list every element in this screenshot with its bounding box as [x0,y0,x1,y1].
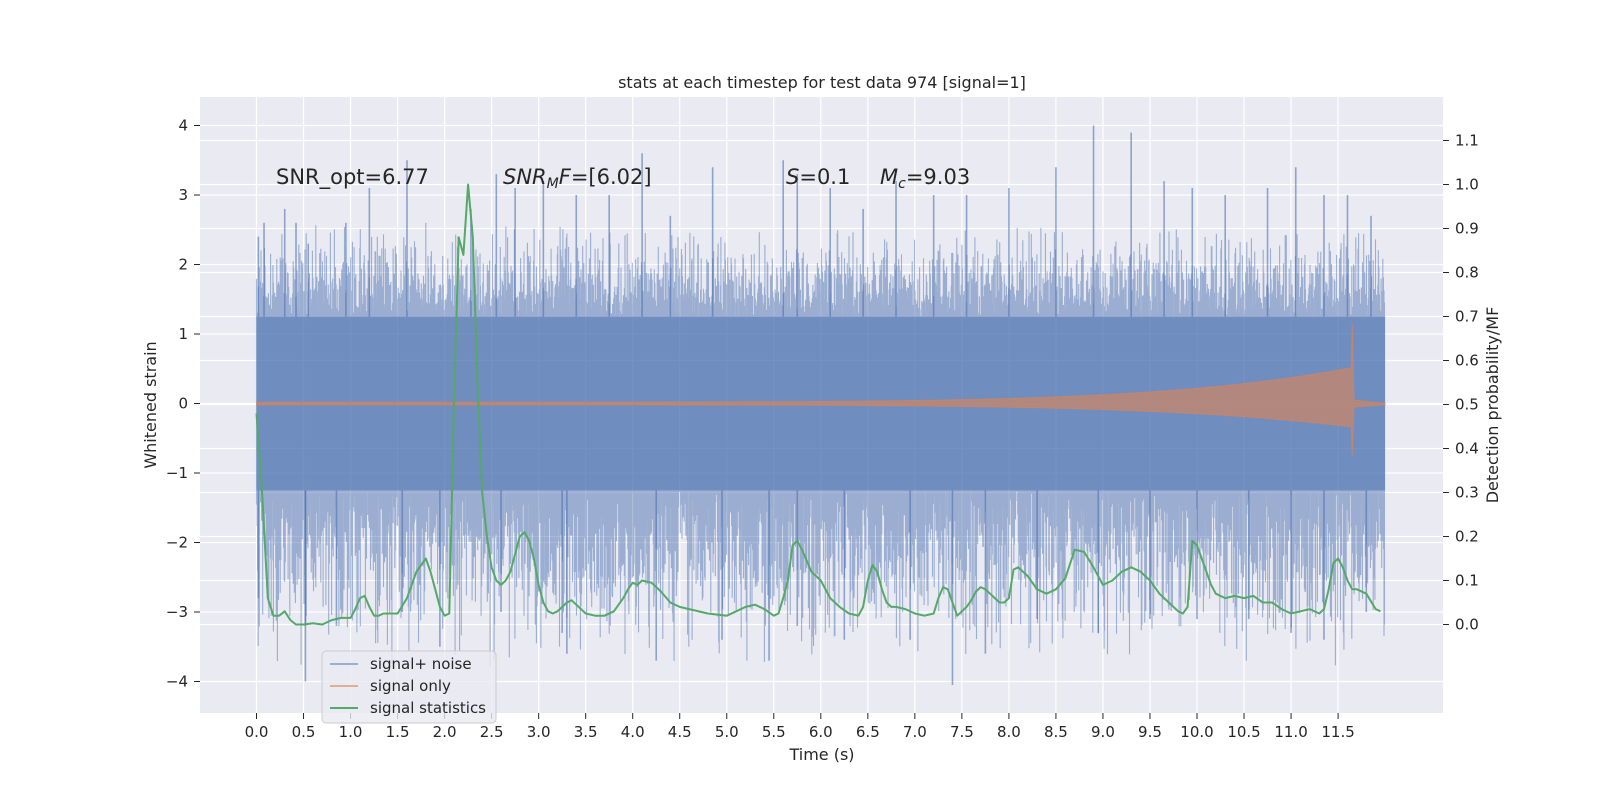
x-tick-label: 7.0 [903,723,927,741]
y-right-tick-label: 0.6 [1455,352,1479,370]
y-right-tick-label: 0.3 [1455,484,1479,502]
x-tick-label: 0.5 [292,723,316,741]
x-tick-label: 1.0 [339,723,363,741]
x-tick-label: 10.0 [1180,723,1213,741]
y-left-tick-label: 1 [178,325,188,343]
y-right-tick-label: 1.0 [1455,176,1479,194]
y-right-tick-label: 0.9 [1455,220,1479,238]
x-tick-label: 7.5 [950,723,974,741]
x-tick-label: 2.0 [433,723,457,741]
x-tick-label: 2.5 [480,723,504,741]
legend-label-noise: signal+ noise [370,655,472,673]
series-signal-only [256,323,1386,456]
y-axis-left: −4 −3 −2 −1 0 1 2 3 4 [166,117,200,691]
y-left-tick-label: 4 [178,117,188,135]
y-right-tick-label: 0.1 [1455,572,1479,590]
x-tick-label: 3.5 [574,723,598,741]
y-left-tick-label: −4 [166,673,188,691]
y-left-tick-label: 0 [178,395,188,413]
x-tick-label: 5.5 [762,723,786,741]
x-tick-label: 3.0 [527,723,551,741]
x-axis-title: Time (s) [788,745,854,764]
y-right-tick-label: 1.1 [1455,132,1479,150]
signal-chirp [256,323,1386,456]
x-tick-label: 1.5 [386,723,410,741]
statistics-line [255,183,1381,626]
legend-label-signal: signal only [370,677,451,695]
x-tick-label: 10.5 [1227,723,1260,741]
y-left-tick-label: −2 [166,534,188,552]
annotation-s: S=0.1 [786,165,850,189]
legend: signal+ noise signal only signal statist… [321,650,497,724]
y-left-tick-label: 3 [178,186,188,204]
x-tick-label: 9.0 [1091,723,1115,741]
annotation-snr-mf-value: =[6.02] [571,165,652,189]
x-tick-label: 6.5 [856,723,880,741]
y-right-tick-label: 0.4 [1455,440,1479,458]
annotation-mc: Mc=9.03 [880,165,970,192]
annotation-snr-opt: SNR_opt=6.77 [276,165,429,190]
legend-label-statistics: signal statistics [370,699,486,717]
x-tick-label: 8.5 [1044,723,1068,741]
annotation-mc-value: =9.03 [906,165,970,189]
y-left-tick-label: −3 [166,603,188,621]
x-tick-label: 0.0 [245,723,269,741]
annotation-s-value: =0.1 [799,165,850,189]
y-left-tick-label: −1 [166,464,188,482]
series-signal-statistics [255,183,1381,626]
x-tick-label: 4.0 [621,723,645,741]
annotations: SNR_opt=6.77 SNRMF=[6.02] S=0.1 Mc=9.03 [276,165,970,192]
y-right-tick-label: 0.2 [1455,528,1479,546]
y-left-tick-label: 2 [178,256,188,274]
y-right-tick-label: 0.0 [1455,616,1479,634]
x-tick-label: 8.0 [997,723,1021,741]
y-axis-right: 0.0 0.1 0.2 0.3 0.4 0.5 0.6 0.7 0.8 0.9 1.0 1.1 [1443,132,1479,634]
x-tick-label: 11.0 [1274,723,1307,741]
legend-box [321,650,497,724]
y-right-tick-label: 0.5 [1455,396,1479,414]
x-tick-label: 6.0 [809,723,833,741]
y-axis-right-title: Detection probability/MF [1483,307,1502,504]
annotation-snr-mf: SNRMF=[6.02] [503,165,652,192]
chart-title: stats at each timestep for test data 974… [618,73,1026,92]
x-tick-label: 9.5 [1138,723,1162,741]
x-axis: 0.0 0.5 1.0 1.5 2.0 2.5 3.0 3.5 4.0 4.5 5.0 5.5 6.0 6… [245,713,1355,741]
x-tick-label: 5.0 [715,723,739,741]
x-tick-label: 11.5 [1321,723,1354,741]
y-right-tick-label: 0.8 [1455,264,1479,282]
y-axis-left-title: Whitened strain [141,341,160,468]
y-right-tick-label: 0.7 [1455,308,1479,326]
x-tick-label: 4.5 [668,723,692,741]
